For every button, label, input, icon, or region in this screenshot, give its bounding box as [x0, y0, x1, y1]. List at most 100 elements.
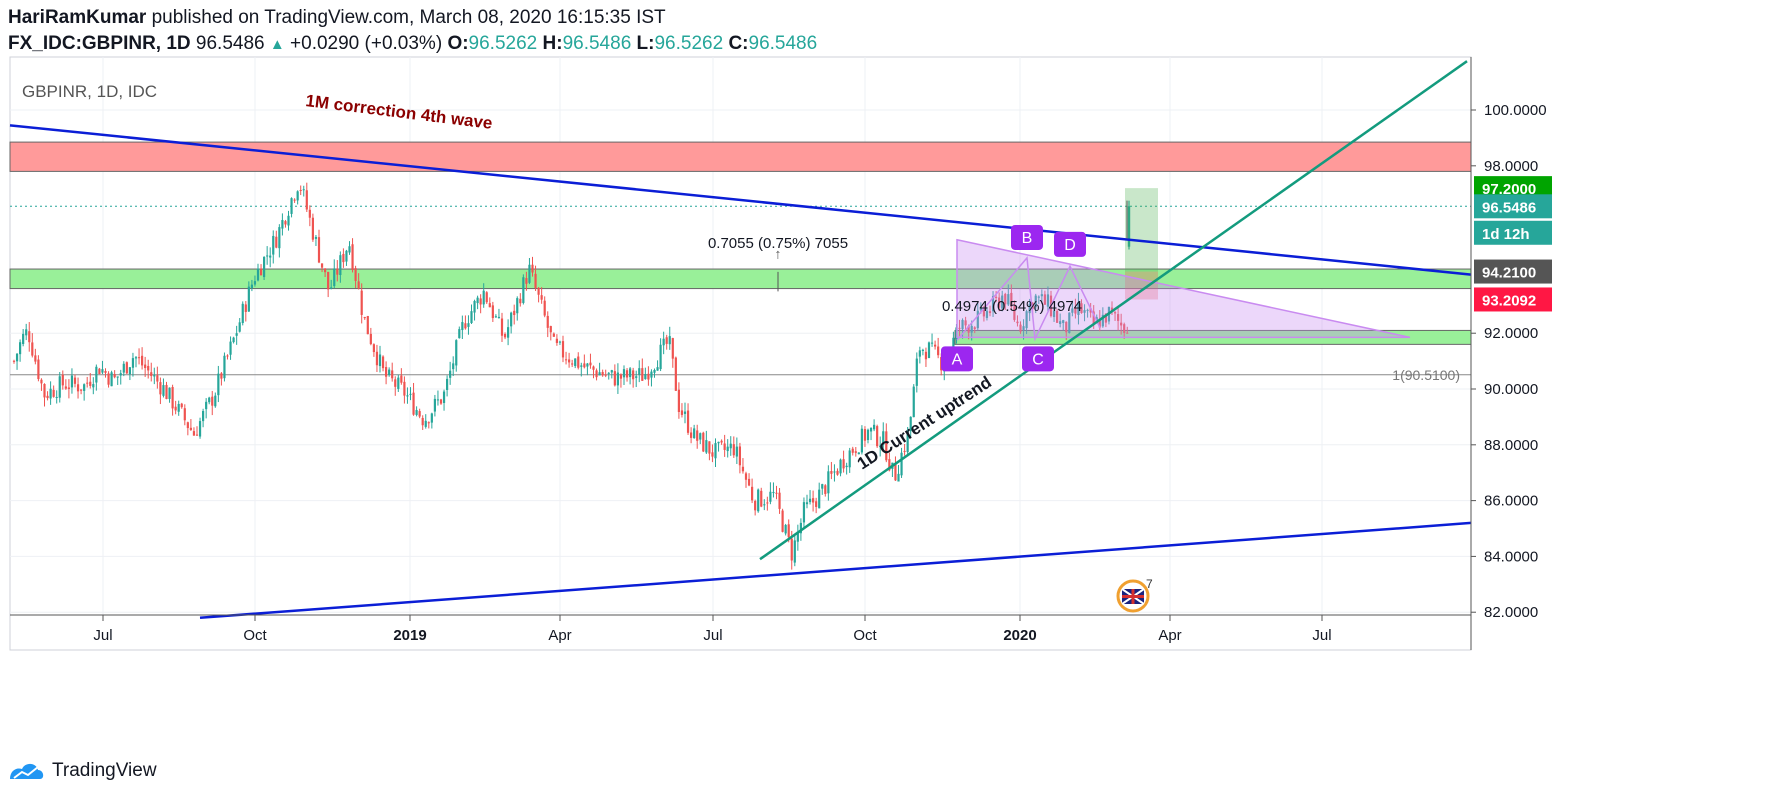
candle-body: [385, 367, 388, 377]
measure1-arrow: ↑: [775, 246, 782, 262]
wave-label-B-bg: [1011, 224, 1043, 250]
candle-body: [1117, 314, 1120, 321]
candle-body: [439, 399, 443, 404]
price-badge-bg: [1474, 287, 1552, 312]
candle-body: [921, 349, 924, 351]
symbol-name[interactable]: FX_IDC:GBPINR, 1D: [8, 33, 191, 54]
candle-body: [952, 337, 955, 353]
author-name[interactable]: HariRamKumar: [8, 7, 147, 28]
wave-label-C: C: [1032, 351, 1044, 368]
candle-body: [403, 381, 406, 396]
wave-label-D: D: [1064, 237, 1076, 254]
candle-body: [876, 426, 879, 447]
candle-body: [217, 373, 220, 396]
candle-body: [1071, 308, 1074, 313]
candle-body: [812, 498, 815, 503]
candle-body: [754, 501, 757, 511]
candle-body: [320, 263, 324, 268]
measure1-label: 0.7055 (0.75%) 7055: [708, 235, 848, 252]
candle-body: [278, 227, 281, 249]
zone-red: [9, 141, 1472, 172]
candle-body: [141, 355, 144, 366]
candle-body: [436, 399, 440, 401]
candle-body: [604, 374, 607, 376]
candle-body: [857, 452, 860, 455]
candle-body: [25, 329, 28, 336]
candle-body: [415, 410, 418, 415]
candle-body: [583, 363, 586, 368]
candle-body: [848, 450, 851, 468]
candle-body: [503, 333, 507, 338]
candle-body: [982, 308, 985, 317]
candle-body: [168, 387, 171, 399]
candle-body: [189, 427, 192, 430]
candle-body: [89, 381, 92, 386]
price-zones: 1(90.5100): [9, 141, 1472, 383]
candle-body: [1022, 326, 1025, 330]
candle-body: [272, 235, 275, 255]
candle-body: [998, 297, 1001, 308]
candle-body: [638, 368, 641, 375]
candle-body: [601, 372, 604, 376]
candle-body: [635, 376, 638, 378]
candle-body: [1056, 311, 1059, 323]
candle-body: [424, 420, 427, 427]
candle-body: [644, 374, 647, 380]
wave-label-A-bg: [941, 346, 973, 372]
publish-info: HariRamKumar published on TradingView.co…: [8, 7, 666, 29]
candle-body: [1013, 306, 1016, 320]
candle-body: [1016, 321, 1019, 324]
candle-body: [1104, 313, 1107, 323]
candle-body: [110, 372, 113, 387]
candle-body: [836, 470, 839, 475]
candle-body: [1019, 324, 1022, 332]
candle-body: [238, 322, 241, 332]
candle-body: [531, 264, 534, 273]
candle-body: [1086, 309, 1089, 311]
candle-body: [595, 370, 598, 378]
y-tick-label: 100.0000: [1484, 102, 1547, 119]
candle-body: [778, 492, 781, 509]
symbol-info: FX_IDC:GBPINR, 1D 96.5486 ▲ +0.0290 (+0.…: [8, 33, 817, 55]
candle-body: [686, 410, 690, 433]
candle-body: [592, 366, 595, 370]
candle-body: [162, 385, 165, 396]
candle-body: [46, 395, 49, 399]
candle-body: [494, 316, 497, 318]
candle-body: [61, 374, 64, 386]
candle-body: [586, 363, 589, 367]
candle-body: [827, 471, 830, 494]
triangle-pattern: [956, 238, 1411, 339]
candle-body: [269, 255, 272, 258]
descending-trendline: [9, 124, 1472, 276]
candle-body: [702, 432, 705, 452]
tradingview-footer[interactable]: TradingView: [8, 756, 157, 786]
candle-body: [1127, 206, 1131, 247]
candle-body: [479, 298, 482, 305]
candle-body: [247, 286, 250, 312]
candle-body: [180, 403, 183, 408]
candle-body: [894, 464, 897, 481]
zone-green-upper: [9, 268, 1472, 290]
candle-body: [159, 382, 162, 395]
candle-body: [769, 491, 772, 502]
candle-body: [223, 355, 226, 379]
candle-body: [192, 431, 196, 436]
candle-body: [824, 485, 827, 494]
candle-body: [31, 342, 34, 356]
candle-body: [632, 370, 635, 380]
candle-body: [546, 315, 549, 328]
candle-body: [882, 431, 885, 445]
candle-body: [1046, 294, 1050, 307]
candle-body: [83, 384, 86, 391]
candle-body: [153, 374, 156, 377]
candle-body: [476, 297, 479, 304]
x-tick-label: Oct: [243, 627, 267, 644]
candle-body: [662, 338, 665, 346]
candle-body: [970, 325, 973, 333]
candle-body: [790, 538, 793, 561]
candle-body: [744, 473, 748, 480]
candle-body: [738, 446, 741, 466]
candle-body: [607, 372, 610, 374]
